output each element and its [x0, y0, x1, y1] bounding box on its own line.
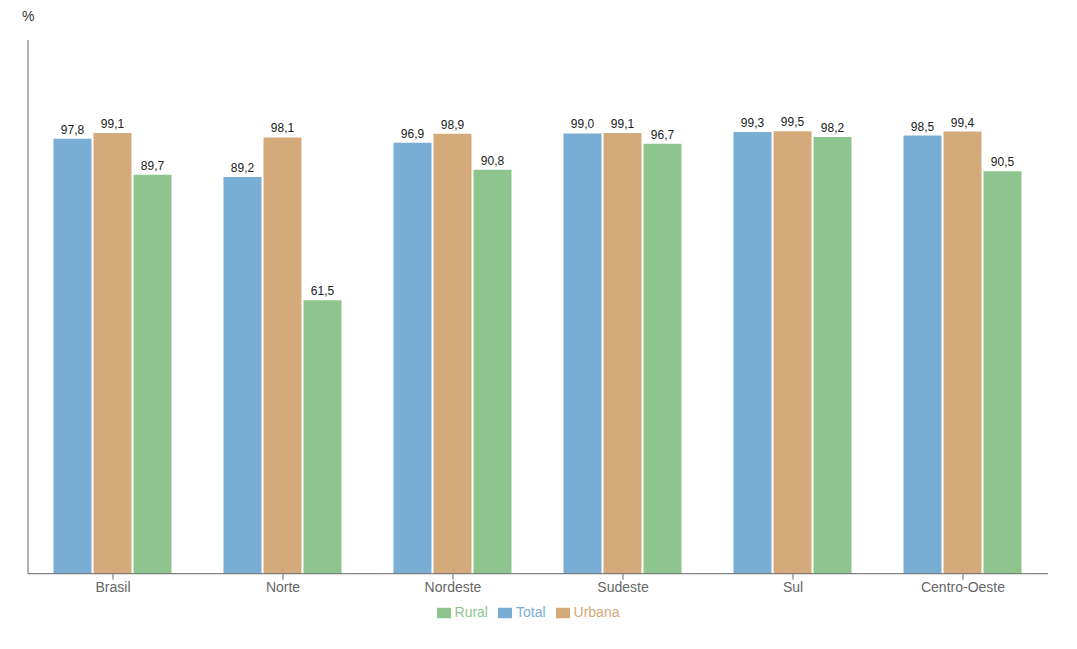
svg-text:99,4: 99,4	[951, 116, 975, 130]
svg-text:99,0: 99,0	[571, 117, 595, 131]
svg-text:Sudeste: Sudeste	[597, 579, 649, 595]
svg-text:99,1: 99,1	[611, 117, 635, 131]
svg-text:61,5: 61,5	[311, 284, 335, 298]
svg-text:Sul: Sul	[783, 579, 803, 595]
svg-text:Nordeste: Nordeste	[425, 579, 482, 595]
svg-text:90,8: 90,8	[481, 154, 505, 168]
html-text:Urbana: Urbana	[573, 603, 620, 620]
svg-text:97,8: 97,8	[61, 123, 85, 137]
svg-text:96,9: 96,9	[401, 127, 425, 141]
svg-text:98,1: 98,1	[271, 121, 295, 135]
svg-text:96,7: 96,7	[651, 128, 675, 142]
svg-text:89,2: 89,2	[231, 161, 255, 175]
svg-text:98,5: 98,5	[911, 120, 935, 134]
svg-text:89,7: 89,7	[141, 159, 165, 173]
svg-text:Brasil: Brasil	[95, 579, 130, 595]
svg-text:99,5: 99,5	[781, 115, 805, 129]
html-text:Total: Total	[516, 603, 546, 620]
svg-text:Norte: Norte	[266, 579, 300, 595]
svg-text:90,5: 90,5	[991, 155, 1015, 169]
svg-text:99,3: 99,3	[741, 116, 765, 130]
svg-text:99,1: 99,1	[101, 117, 125, 131]
svg-text:98,9: 98,9	[441, 118, 465, 132]
svg-text:Centro-Oeste: Centro-Oeste	[921, 579, 1005, 595]
html-text:Rural: Rural	[454, 603, 488, 620]
svg-text:98,2: 98,2	[821, 121, 845, 135]
